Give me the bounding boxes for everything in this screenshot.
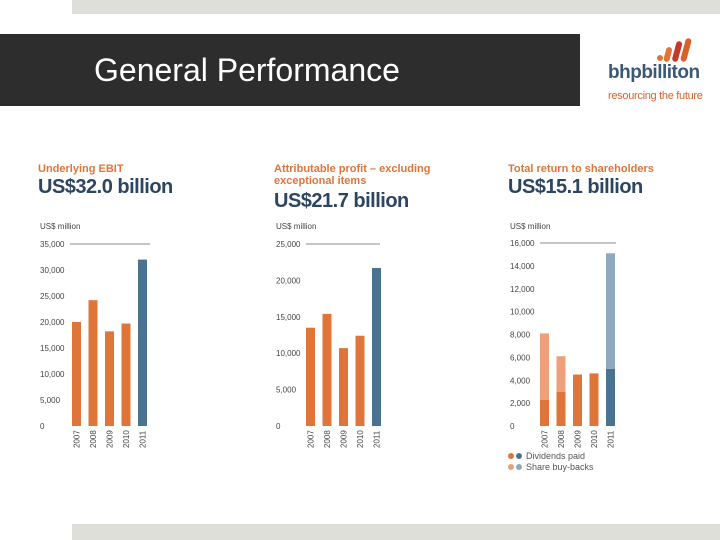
- bar-buybacks-2008: [557, 356, 566, 391]
- legend-item-dividends: Dividends paid: [508, 450, 594, 461]
- chart3-ytick-label: 12,000: [510, 285, 535, 294]
- chart3-ytick-label: 10,000: [510, 308, 535, 317]
- legend-dot-light-blue: [516, 464, 522, 470]
- legend-dot-orange: [508, 453, 514, 459]
- legend-dot-light-orange: [508, 464, 514, 470]
- legend-label-dividends: Dividends paid: [526, 451, 585, 461]
- chart3-xtick-label: 2008: [557, 430, 566, 448]
- bar-dividends-2007: [540, 400, 549, 426]
- chart3-xtick-label: 2010: [590, 430, 599, 448]
- bar-dividends-2008: [557, 392, 566, 426]
- legend-label-buybacks: Share buy-backs: [526, 462, 594, 472]
- bar-dividends-2011: [606, 369, 615, 426]
- bar-dividends-2010: [590, 373, 599, 426]
- chart3-ytick-label: 4,000: [510, 376, 531, 385]
- chart3-ytick-label: 2,000: [510, 399, 531, 408]
- bottom-decorative-bar: [72, 524, 720, 540]
- chart3-ylabel: US$ million: [510, 222, 550, 231]
- chart3-xtick-label: 2009: [574, 430, 583, 448]
- chart3-ytick-label: 14,000: [510, 262, 535, 271]
- legend-dot-blue: [516, 453, 522, 459]
- chart3-plot: US$ million 16,000 14,000 12,000 10,000 8,000…: [0, 0, 720, 540]
- chart3-ytick-label: 0: [510, 422, 515, 431]
- chart3-xtick-label: 2007: [541, 430, 550, 448]
- bar-buybacks-2007: [540, 333, 549, 399]
- bar-buybacks-2011: [606, 253, 615, 369]
- chart3-legend: Dividends paid Share buy-backs: [508, 450, 594, 472]
- chart3-ytick-label: 16,000: [510, 239, 535, 248]
- legend-item-buybacks: Share buy-backs: [508, 461, 594, 472]
- chart3-xtick-label: 2011: [607, 430, 616, 448]
- chart3-ytick-label: 8,000: [510, 331, 531, 340]
- chart3-ytick-label: 6,000: [510, 353, 531, 362]
- bar-dividends-2009: [573, 375, 582, 426]
